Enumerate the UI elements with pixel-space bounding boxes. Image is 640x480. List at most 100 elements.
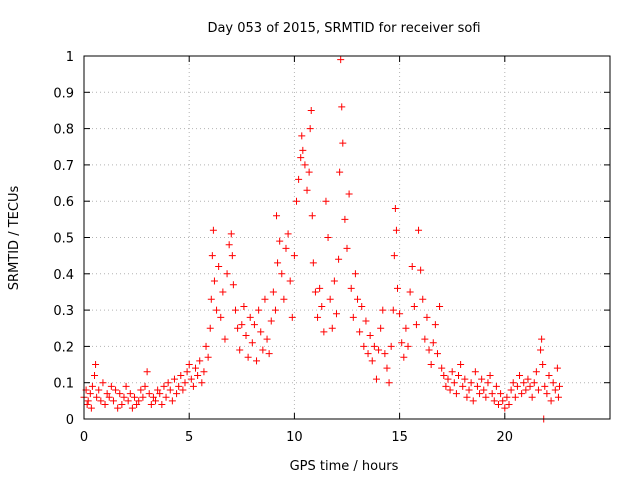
chart-title: Day 053 of 2015, SRMTID for receiver sof… [207, 21, 480, 36]
data-point [324, 234, 332, 241]
data-point [213, 306, 221, 314]
y-tick-label: 0.7 [53, 159, 74, 174]
data-point [459, 382, 467, 390]
data-point [370, 342, 378, 350]
y-tick-label: 0.2 [53, 340, 74, 355]
y-tick-label: 0.1 [53, 377, 74, 392]
data-point [415, 226, 423, 234]
data-point [269, 288, 277, 296]
data-point [305, 168, 313, 176]
data-point [217, 313, 225, 321]
data-point [198, 379, 206, 387]
data-point [538, 335, 546, 343]
data-point [516, 371, 524, 379]
data-point [349, 313, 357, 321]
data-point [152, 397, 160, 405]
y-axis-label: SRMTID / TECUs [7, 186, 22, 291]
data-point [194, 371, 202, 379]
data-point [408, 263, 416, 271]
data-point [406, 288, 414, 296]
data-point [185, 361, 193, 369]
data-point [183, 368, 191, 376]
data-point [341, 215, 349, 223]
data-point [227, 230, 235, 238]
data-point [372, 375, 380, 383]
data-point [473, 382, 481, 390]
data-point [244, 353, 252, 361]
data-point [156, 390, 164, 398]
data-point [196, 357, 204, 365]
data-point [295, 175, 303, 183]
data-point [336, 168, 344, 176]
data-point [147, 400, 155, 408]
data-point [160, 382, 168, 390]
data-point [173, 390, 181, 398]
data-point [522, 386, 530, 394]
data-point [202, 342, 210, 350]
data-point [116, 390, 124, 398]
data-point [427, 361, 435, 369]
data-point [513, 382, 521, 390]
data-point [320, 328, 328, 336]
data-point [505, 400, 513, 408]
data-point [358, 302, 366, 310]
data-point [286, 277, 294, 285]
ticks: 00.10.20.30.40.50.60.70.80.910 5 10 15 20 [53, 50, 610, 445]
data-point [452, 390, 460, 398]
data-point [88, 382, 96, 390]
x-tick-label: 0 [80, 430, 88, 445]
data-point [431, 321, 439, 329]
data-point [541, 382, 549, 390]
data-point [392, 226, 400, 234]
data-point [154, 386, 162, 394]
data-point [457, 361, 465, 369]
x-tick-label: 10 [286, 430, 303, 445]
data-point [179, 386, 187, 394]
data-point [149, 393, 157, 401]
data-point [162, 393, 170, 401]
data-point [436, 302, 444, 310]
data-point [433, 350, 441, 358]
x-axis-label: GPS time / hours [290, 459, 399, 474]
data-point [486, 371, 494, 379]
data-point [303, 186, 311, 194]
data-point [429, 339, 437, 347]
data-point [417, 266, 425, 274]
data-point [322, 197, 330, 205]
data-point [101, 400, 109, 408]
data-point [490, 397, 498, 405]
data-point [471, 368, 479, 376]
data-point [476, 390, 484, 398]
data-point [91, 371, 99, 379]
data-point [265, 350, 273, 358]
data-point [509, 379, 517, 387]
data-point [396, 310, 404, 318]
data-point [308, 212, 316, 220]
data-point [166, 386, 174, 394]
data-point [133, 400, 141, 408]
data-point [545, 371, 553, 379]
data-point [228, 252, 236, 260]
data-point [130, 393, 138, 401]
data-point [450, 379, 458, 387]
data-point [337, 56, 345, 64]
data-point [278, 270, 286, 278]
data-point [261, 295, 269, 303]
data-point [412, 321, 420, 329]
data-point [360, 342, 368, 350]
data-point [554, 393, 562, 401]
data-point [282, 244, 290, 252]
data-point [492, 382, 500, 390]
data-point [366, 332, 374, 340]
data-point [398, 339, 406, 347]
data-point [253, 357, 261, 365]
data-point [97, 397, 105, 405]
data-point [351, 270, 359, 278]
data-point [478, 375, 486, 383]
data-point [177, 371, 185, 379]
data-point [455, 371, 463, 379]
data-point [497, 390, 505, 398]
data-point [440, 371, 448, 379]
data-point [343, 244, 351, 252]
